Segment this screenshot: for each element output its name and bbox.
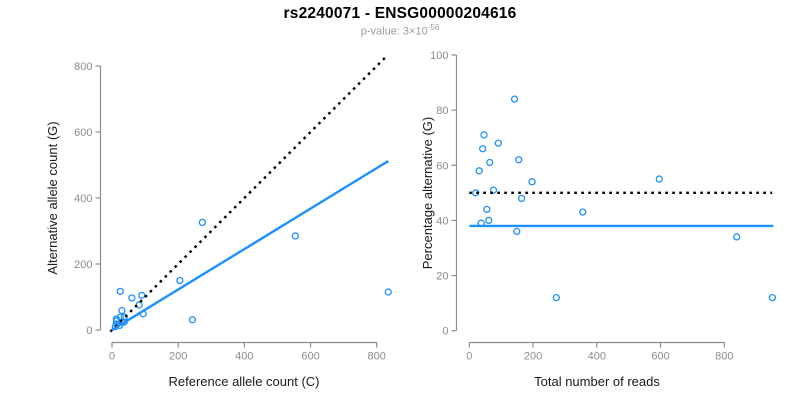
data-point xyxy=(486,158,494,167)
regression-line xyxy=(111,160,389,332)
data-point xyxy=(479,145,487,153)
y-tick-label: 80 xyxy=(436,105,448,117)
data-point xyxy=(118,306,126,315)
data-point xyxy=(188,316,197,324)
data-point xyxy=(513,227,521,236)
panel-left: 0 200 400 600 800 0 200 400 600 800 Reference alle… xyxy=(45,54,392,389)
x-tick-label: 800 xyxy=(715,351,733,363)
y-tick-label: 400 xyxy=(74,193,92,205)
x-axis-label: Reference allele count (C) xyxy=(168,374,319,389)
data-point xyxy=(510,95,519,103)
plot-title: rs2240071 - ENSG00000204616 xyxy=(283,5,517,22)
y-tick-label: 800 xyxy=(74,61,92,73)
data-point xyxy=(517,194,526,203)
x-tick-label: 600 xyxy=(651,351,669,363)
data-point xyxy=(528,178,536,186)
y-tick-label: 20 xyxy=(436,271,448,283)
y-axis-label: Percentage alternative (G) xyxy=(420,117,435,269)
identity-line xyxy=(109,54,389,333)
x-tick-label: 400 xyxy=(588,351,606,363)
data-point xyxy=(176,276,184,285)
data-point xyxy=(480,131,488,139)
data-point xyxy=(198,218,206,227)
x-tick-label: 0 xyxy=(109,351,115,363)
data-point xyxy=(135,301,143,309)
data-point xyxy=(138,291,146,300)
data-point xyxy=(515,156,523,164)
x-tick-label: 600 xyxy=(301,351,319,363)
x-tick-label: 0 xyxy=(466,351,472,363)
data-point xyxy=(485,216,493,225)
y-tick-label: 200 xyxy=(74,259,92,271)
p-value-text: p-value: 3×10 xyxy=(360,25,428,38)
data-point xyxy=(291,232,299,240)
data-point xyxy=(655,175,663,183)
data-point xyxy=(768,293,777,302)
y-axis-label: Alternative allele count (G) xyxy=(45,121,60,274)
data-point xyxy=(552,293,560,302)
x-tick-label: 200 xyxy=(169,351,187,363)
data-point xyxy=(483,205,491,214)
data-point xyxy=(120,313,128,321)
x-tick-label: 400 xyxy=(235,351,253,363)
data-point xyxy=(579,208,587,216)
p-value-exponent: -56 xyxy=(427,23,440,32)
data-point xyxy=(475,167,483,175)
y-tick-label: 60 xyxy=(436,160,448,172)
y-tick-label: 600 xyxy=(74,127,92,139)
data-point xyxy=(733,233,741,241)
y-tick-label: 100 xyxy=(430,50,448,62)
data-point xyxy=(384,288,392,296)
data-point xyxy=(116,287,124,296)
x-tick-label: 200 xyxy=(524,351,542,363)
x-tick-label: 800 xyxy=(368,351,386,363)
y-tick-label: 0 xyxy=(442,326,448,338)
y-tick-label: 0 xyxy=(86,325,92,337)
data-point xyxy=(489,186,498,194)
data-point xyxy=(128,294,136,302)
data-point xyxy=(112,315,120,323)
x-axis-label: Total number of reads xyxy=(534,374,660,389)
plot-subtitle: p-value: 3×10-56 xyxy=(0,23,800,38)
panel-right: 0 20 40 60 80 100 0 200 400 600 800 Total number of… xyxy=(420,50,777,389)
y-tick-label: 40 xyxy=(436,215,448,227)
data-point xyxy=(494,139,502,147)
